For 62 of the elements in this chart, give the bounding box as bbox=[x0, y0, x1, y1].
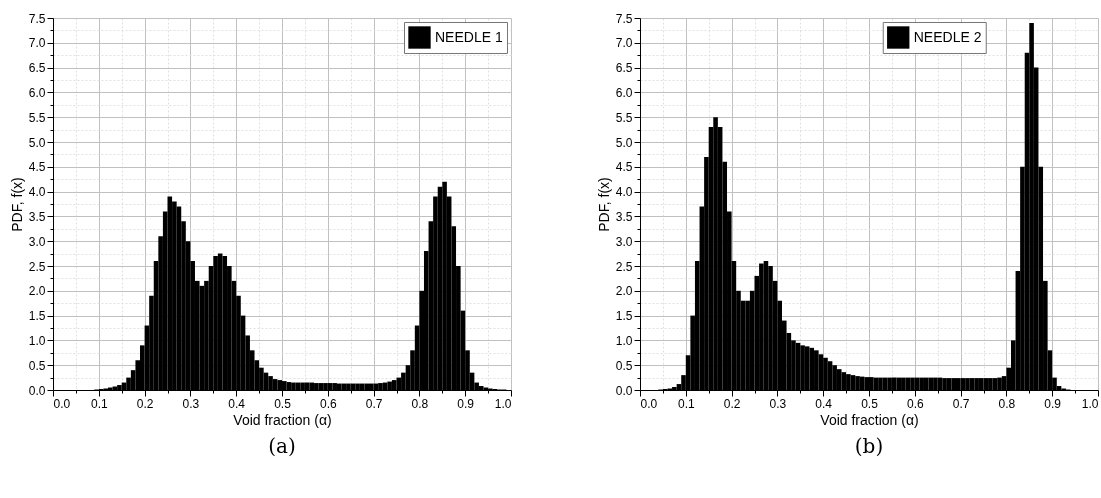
y-tick-label: 0.0 bbox=[28, 383, 46, 398]
x-tick-label: 0.1 bbox=[90, 396, 108, 411]
y-tick-label: 6.5 bbox=[28, 61, 46, 76]
y-tick-label: 1.5 bbox=[615, 309, 633, 324]
x-tick-label: 0.7 bbox=[365, 396, 383, 411]
x-tick-label: 1.0 bbox=[494, 396, 512, 411]
y-tick-label: 7.5 bbox=[28, 11, 46, 26]
x-tick-label: 0.1 bbox=[677, 396, 695, 411]
y-tick-label: 2.5 bbox=[28, 259, 46, 274]
y-tick-label: 1.0 bbox=[615, 333, 633, 348]
y-tick-label: 3.5 bbox=[615, 209, 633, 224]
x-tick-label: 0.9 bbox=[1044, 396, 1062, 411]
x-tick-label: 0.6 bbox=[906, 396, 924, 411]
y-tick-label: 2.5 bbox=[615, 259, 633, 274]
y-tick-label: 6.5 bbox=[615, 61, 633, 76]
y-tick-label: 3.5 bbox=[28, 209, 46, 224]
x-tick-label: 0.3 bbox=[182, 396, 200, 411]
legend-label: NEEDLE 2 bbox=[913, 28, 982, 45]
y-tick-label: 7.0 bbox=[28, 36, 46, 51]
y-tick-label: 1.0 bbox=[28, 333, 46, 348]
x-tick-label: 0.8 bbox=[411, 396, 429, 411]
x-tick-label: 0.6 bbox=[319, 396, 337, 411]
x-tick-label: 0.8 bbox=[998, 396, 1016, 411]
y-tick-label: 0.5 bbox=[615, 358, 633, 373]
y-tick-label: 2.0 bbox=[28, 284, 46, 299]
x-tick-label: 0.2 bbox=[136, 396, 154, 411]
y-tick-label: 4.0 bbox=[28, 185, 46, 200]
x-axis-title: Void fraction (α) bbox=[233, 411, 332, 428]
x-tick-label: 0.5 bbox=[274, 396, 292, 411]
y-tick-label: 3.0 bbox=[615, 234, 633, 249]
y-tick-label: 3.0 bbox=[28, 234, 46, 249]
x-tick-label: 0.7 bbox=[952, 396, 970, 411]
x-tick-label: 0.0 bbox=[640, 396, 658, 411]
y-tick-label: 2.0 bbox=[615, 284, 633, 299]
text: (b) bbox=[854, 434, 884, 458]
y-axis-title: PDF, f(x) bbox=[8, 177, 25, 232]
y-tick-label: 4.5 bbox=[615, 160, 633, 175]
y-axis-title: PDF, f(x) bbox=[595, 177, 612, 232]
y-tick-label: 7.0 bbox=[615, 36, 633, 51]
legend-label: NEEDLE 1 bbox=[435, 28, 503, 45]
y-tick-label: 5.0 bbox=[28, 135, 46, 150]
x-tick-label: 0.4 bbox=[228, 396, 246, 411]
x-tick-label: 0.0 bbox=[53, 396, 71, 411]
x-tick-label: 0.5 bbox=[861, 396, 879, 411]
y-tick-label: 5.5 bbox=[28, 110, 46, 125]
x-tick-label: 0.9 bbox=[457, 396, 475, 411]
y-tick-label: 5.0 bbox=[615, 135, 633, 150]
y-tick-label: 1.5 bbox=[28, 309, 46, 324]
y-tick-label: 0.5 bbox=[28, 358, 46, 373]
x-tick-label: 0.2 bbox=[723, 396, 741, 411]
y-tick-label: 4.5 bbox=[28, 160, 46, 175]
y-tick-label: 4.0 bbox=[615, 185, 633, 200]
x-tick-label: 1.0 bbox=[1081, 396, 1099, 411]
y-tick-label: 5.5 bbox=[615, 110, 633, 125]
y-tick-label: 7.5 bbox=[615, 11, 633, 26]
y-tick-label: 6.0 bbox=[615, 85, 633, 100]
x-axis-title: Void fraction (α) bbox=[820, 411, 919, 428]
x-tick-label: 0.3 bbox=[769, 396, 787, 411]
x-tick-label: 0.4 bbox=[815, 396, 833, 411]
y-tick-label: 0.0 bbox=[615, 383, 633, 398]
y-tick-label: 6.0 bbox=[28, 85, 46, 100]
text: (a) bbox=[268, 434, 296, 458]
